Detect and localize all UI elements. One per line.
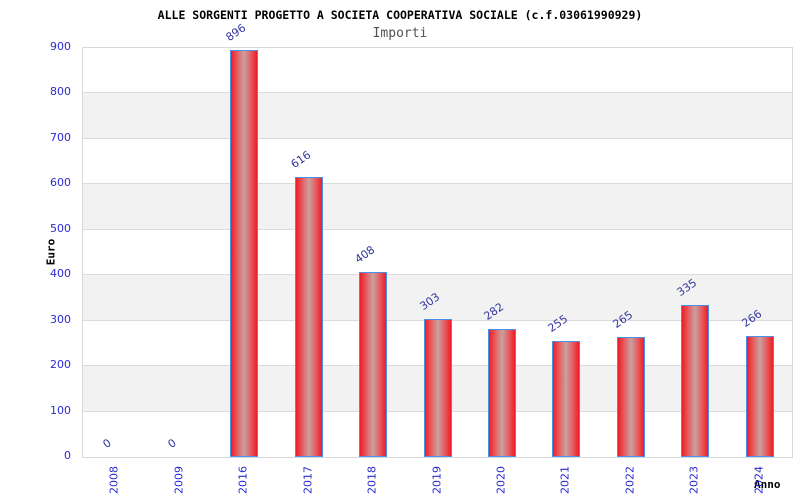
plot-area: 0 0 896 616 408 303 282 255 265 335 266: [82, 21, 793, 458]
y-axis-tick-label: 900: [50, 40, 71, 53]
bar-2024: [745, 336, 774, 457]
x-axis-tick-label: 2020: [494, 466, 508, 494]
plot-band: [83, 93, 792, 139]
gridline: [83, 228, 792, 230]
y-axis-title: Euro: [44, 238, 58, 266]
plot-band: [83, 229, 792, 276]
x-axis-tick-label: 2018: [365, 466, 379, 494]
x-axis-tick-label: 2022: [623, 466, 637, 494]
y-axis-tick-label: 300: [50, 312, 71, 326]
bar-2017: [294, 177, 323, 457]
y-axis-tick-label: 700: [50, 130, 71, 144]
plot-band: [83, 48, 792, 94]
y-axis-tick-label: 400: [50, 267, 71, 281]
x-axis-tick-label: 2024: [752, 466, 766, 494]
gridline: [83, 274, 792, 276]
y-axis-tick-label: 200: [50, 358, 71, 372]
chart-title: ALLE SORGENTI PROGETTO A SOCIETA COOPERA…: [157, 8, 643, 22]
chart-subtitle: Importi: [372, 26, 428, 41]
x-axis-tick-label: 2023: [687, 466, 701, 494]
y-axis-tick-label: 800: [50, 85, 71, 99]
plot-band: [83, 275, 792, 321]
x-axis-tick-label: 2017: [301, 466, 315, 494]
x-axis-tick-label: 2021: [558, 466, 572, 494]
x-axis-tick-label: 2016: [236, 466, 250, 494]
bar-2023: [681, 304, 710, 457]
x-axis-tick-label: 2019: [430, 466, 443, 494]
bar-2022: [616, 336, 645, 457]
bar-2016: [230, 49, 259, 457]
y-axis-tick-label: 100: [50, 403, 71, 417]
x-axis-tick-label: 2009: [172, 466, 186, 494]
gridline: [83, 137, 792, 139]
y-axis-tick-label: 0: [64, 449, 71, 462]
y-axis-tick-label: 600: [50, 176, 71, 190]
gridline: [83, 183, 792, 185]
x-axis-tick-label: 2008: [107, 466, 121, 494]
bar-2020: [487, 328, 516, 457]
y-axis-tick-label: 500: [50, 221, 71, 235]
bar-2019: [423, 319, 452, 457]
plot-band: [83, 138, 792, 185]
bar-2021: [552, 341, 581, 457]
bar-2018: [359, 271, 388, 457]
gridline: [83, 92, 792, 94]
x-axis-title: Anno: [754, 478, 781, 491]
plot-band: [83, 184, 792, 230]
